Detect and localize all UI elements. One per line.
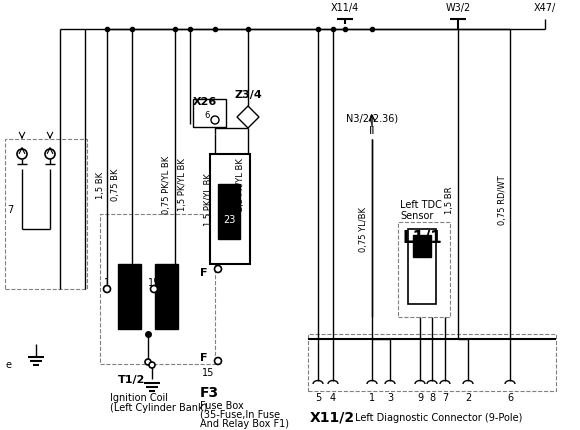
Text: e: e xyxy=(5,359,11,369)
Text: 6: 6 xyxy=(204,110,210,119)
Text: 7: 7 xyxy=(7,205,13,215)
Text: Ignition Coil: Ignition Coil xyxy=(110,392,168,402)
Text: 2: 2 xyxy=(465,392,471,402)
Text: Left Diagnostic Connector (9-Pole): Left Diagnostic Connector (9-Pole) xyxy=(355,412,523,422)
Text: 0,75 RD/WT: 0,75 RD/WT xyxy=(498,175,508,224)
Text: (35-Fuse,In Fuse: (35-Fuse,In Fuse xyxy=(200,409,280,419)
Text: Sensor: Sensor xyxy=(400,211,433,221)
Bar xyxy=(193,100,226,128)
Text: 1,5 BK: 1,5 BK xyxy=(96,171,104,198)
Circle shape xyxy=(45,150,55,160)
Circle shape xyxy=(215,266,222,273)
Bar xyxy=(118,264,141,329)
Text: 1,5 PK/YL BK: 1,5 PK/YL BK xyxy=(179,158,187,211)
Text: 7: 7 xyxy=(442,392,448,402)
Text: X26: X26 xyxy=(193,97,218,107)
Bar xyxy=(155,264,178,329)
Bar xyxy=(210,155,250,264)
Bar xyxy=(5,140,87,289)
Text: 23: 23 xyxy=(223,215,235,224)
Text: X11/4: X11/4 xyxy=(331,3,359,13)
Text: 4: 4 xyxy=(330,392,336,402)
Circle shape xyxy=(150,286,158,293)
Text: Z3/4: Z3/4 xyxy=(234,90,262,100)
Bar xyxy=(413,236,431,258)
Bar xyxy=(100,215,215,364)
Bar xyxy=(398,222,450,317)
Circle shape xyxy=(103,286,111,293)
Text: F: F xyxy=(200,267,208,277)
Text: T1/2: T1/2 xyxy=(118,374,146,384)
Text: 0,75 YL/BK: 0,75 YL/BK xyxy=(360,207,368,252)
Circle shape xyxy=(145,359,151,365)
Bar xyxy=(308,334,556,391)
Text: X11/2: X11/2 xyxy=(310,410,355,424)
Text: And Relay Box F1): And Relay Box F1) xyxy=(200,418,289,428)
Text: II: II xyxy=(369,126,375,136)
Text: 5: 5 xyxy=(315,392,321,402)
Bar xyxy=(408,230,436,304)
Text: Left TDC: Left TDC xyxy=(400,200,442,209)
Text: 4: 4 xyxy=(129,277,135,287)
Text: 2,5 PK/YL BK: 2,5 PK/YL BK xyxy=(237,158,245,211)
Circle shape xyxy=(215,358,222,365)
Text: 0,75 PK/YL BK: 0,75 PK/YL BK xyxy=(162,156,172,214)
Text: F: F xyxy=(200,352,208,362)
Text: 8: 8 xyxy=(429,392,435,402)
Text: N3/2(2.36): N3/2(2.36) xyxy=(346,113,398,123)
Text: 1,5 PK/YL BK: 1,5 PK/YL BK xyxy=(204,173,212,226)
Text: 1: 1 xyxy=(369,392,375,402)
Text: 6: 6 xyxy=(507,392,513,402)
Text: 9: 9 xyxy=(417,392,423,402)
Text: X47/: X47/ xyxy=(534,3,556,13)
Text: 0,75 BK: 0,75 BK xyxy=(111,169,119,201)
Text: L1/1: L1/1 xyxy=(402,228,442,246)
Text: 15: 15 xyxy=(202,367,214,377)
Text: F3: F3 xyxy=(200,385,219,399)
Text: 1,5 BR: 1,5 BR xyxy=(445,186,455,213)
Text: (Left Cylinder Bank): (Left Cylinder Bank) xyxy=(110,402,208,412)
Circle shape xyxy=(17,150,27,160)
Text: Fuse Box: Fuse Box xyxy=(200,400,244,410)
Text: 1: 1 xyxy=(104,277,110,287)
Text: W3/2: W3/2 xyxy=(445,3,470,13)
Text: 15: 15 xyxy=(148,277,160,287)
Polygon shape xyxy=(237,107,259,129)
Circle shape xyxy=(149,362,155,368)
Bar xyxy=(218,184,240,240)
Circle shape xyxy=(211,117,219,125)
Text: 3: 3 xyxy=(387,392,393,402)
